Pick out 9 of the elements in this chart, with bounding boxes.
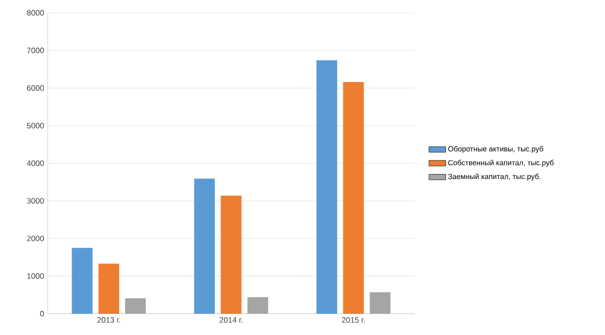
bar [125,298,146,314]
bar [72,248,93,314]
bar [194,178,215,314]
bar [247,296,268,314]
bar [370,292,390,314]
bar [98,263,120,314]
bar [220,195,242,314]
bar [343,82,364,314]
bar [316,60,338,314]
